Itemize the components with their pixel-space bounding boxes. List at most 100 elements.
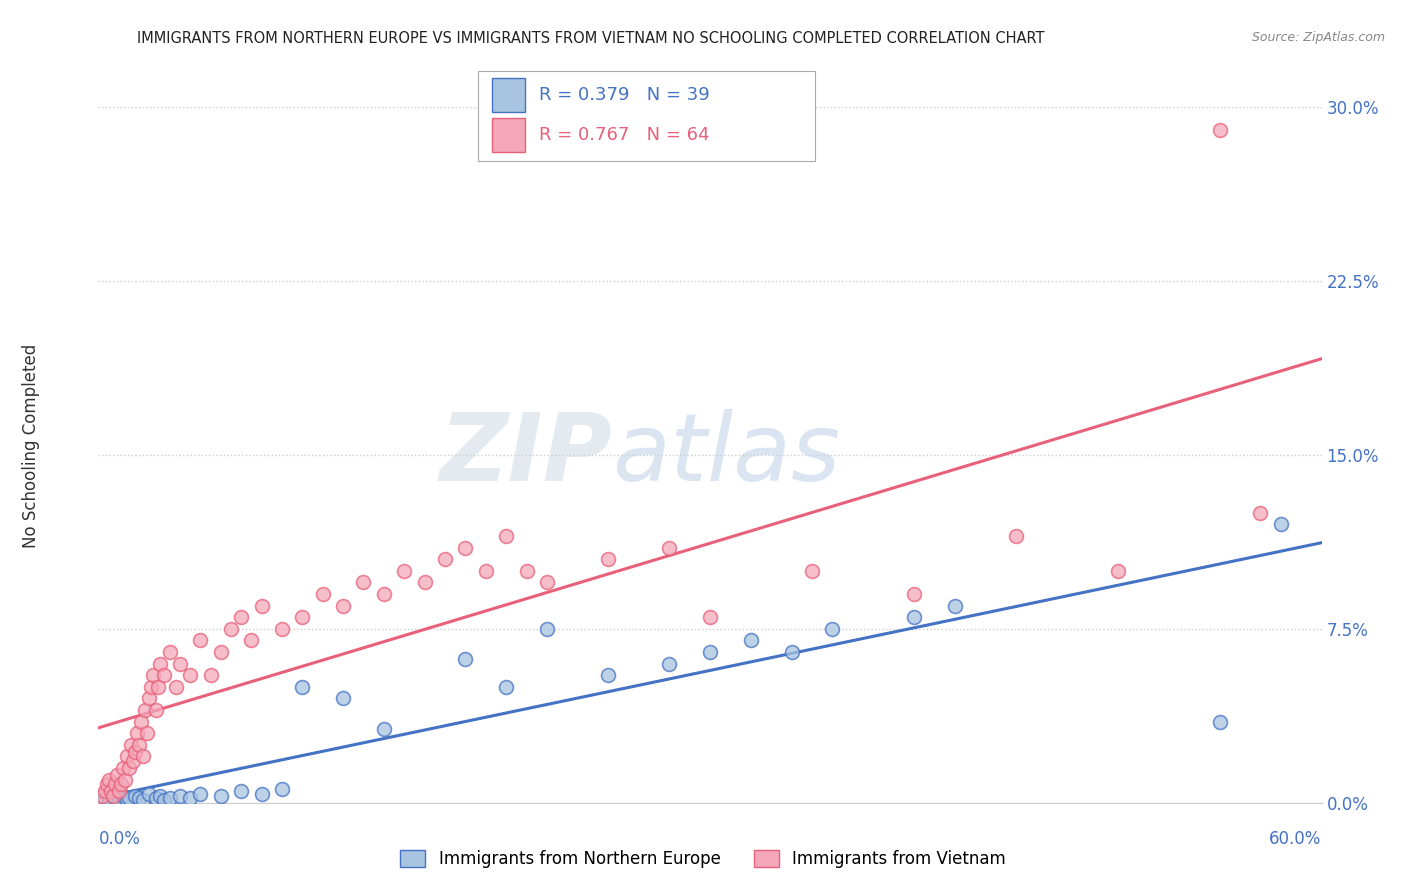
Point <box>122 754 145 768</box>
Point <box>209 645 232 659</box>
Point <box>821 622 844 636</box>
Point <box>699 645 721 659</box>
Text: 60.0%: 60.0% <box>1270 830 1322 847</box>
Point <box>454 652 477 666</box>
Point <box>536 622 558 636</box>
Point <box>179 668 201 682</box>
Point <box>250 787 273 801</box>
Point <box>169 657 191 671</box>
FancyBboxPatch shape <box>492 78 526 112</box>
Point <box>124 745 146 759</box>
Point <box>209 789 232 803</box>
Point <box>93 784 115 798</box>
Point <box>104 791 127 805</box>
Point <box>352 575 374 590</box>
FancyBboxPatch shape <box>478 71 815 161</box>
Point <box>138 691 160 706</box>
Point <box>165 680 187 694</box>
Point <box>145 703 167 717</box>
Point <box>596 552 619 566</box>
Point <box>118 761 141 775</box>
Point <box>104 777 127 791</box>
Point <box>111 761 134 775</box>
Point <box>105 768 128 782</box>
Point <box>128 738 150 752</box>
Point <box>1270 517 1292 532</box>
Point <box>101 789 124 803</box>
Point <box>96 777 118 791</box>
Point <box>188 633 212 648</box>
Point <box>100 784 122 798</box>
Point <box>373 722 395 736</box>
Point <box>152 793 174 807</box>
Legend: Immigrants from Northern Europe, Immigrants from Vietnam: Immigrants from Northern Europe, Immigra… <box>394 843 1012 875</box>
Text: IMMIGRANTS FROM NORTHERN EUROPE VS IMMIGRANTS FROM VIETNAM NO SCHOOLING COMPLETE: IMMIGRANTS FROM NORTHERN EUROPE VS IMMIG… <box>136 31 1045 46</box>
Point <box>433 552 456 566</box>
Point <box>136 726 159 740</box>
Point <box>110 777 132 791</box>
Point <box>159 645 181 659</box>
Point <box>231 610 253 624</box>
Point <box>97 793 120 807</box>
Point <box>159 791 181 805</box>
Point <box>108 793 131 807</box>
Point <box>596 668 619 682</box>
Point <box>120 738 142 752</box>
Point <box>658 541 681 555</box>
Point <box>115 793 138 807</box>
Text: R = 0.767   N = 64: R = 0.767 N = 64 <box>538 126 709 144</box>
Point <box>231 784 253 798</box>
Point <box>101 789 124 803</box>
Point <box>495 680 517 694</box>
Point <box>132 793 155 807</box>
Point <box>188 787 212 801</box>
Point <box>149 657 172 671</box>
Point <box>141 680 163 694</box>
Point <box>495 529 517 543</box>
Point <box>1208 123 1232 137</box>
Point <box>108 784 131 798</box>
Point <box>129 714 152 729</box>
Point <box>454 541 477 555</box>
Point <box>179 791 201 805</box>
Point <box>146 680 169 694</box>
Point <box>118 791 141 805</box>
Point <box>270 781 294 796</box>
Point <box>373 587 395 601</box>
Point <box>127 726 149 740</box>
Point <box>740 633 762 648</box>
Point <box>1249 506 1271 520</box>
Point <box>91 789 114 803</box>
Point <box>93 791 115 805</box>
Text: R = 0.379   N = 39: R = 0.379 N = 39 <box>538 86 710 103</box>
Point <box>132 749 155 764</box>
Point <box>903 610 925 624</box>
Point <box>474 564 498 578</box>
Text: Source: ZipAtlas.com: Source: ZipAtlas.com <box>1251 31 1385 45</box>
Point <box>142 668 165 682</box>
Point <box>332 599 354 613</box>
Point <box>903 587 925 601</box>
Point <box>128 791 150 805</box>
Point <box>111 789 134 803</box>
Point <box>134 703 156 717</box>
Text: No Schooling Completed: No Schooling Completed <box>22 344 39 548</box>
Point <box>1004 529 1026 543</box>
Point <box>240 633 263 648</box>
Point <box>1208 714 1232 729</box>
Point <box>332 691 354 706</box>
Point <box>780 645 803 659</box>
Point <box>138 787 160 801</box>
Point <box>149 789 172 803</box>
Point <box>200 668 222 682</box>
Point <box>152 668 174 682</box>
Point <box>169 789 191 803</box>
Point <box>250 599 273 613</box>
Text: 0.0%: 0.0% <box>98 830 141 847</box>
Point <box>392 564 416 578</box>
Point <box>124 789 146 803</box>
Point <box>699 610 721 624</box>
Text: atlas: atlas <box>612 409 841 500</box>
Point <box>801 564 824 578</box>
Point <box>114 772 136 787</box>
